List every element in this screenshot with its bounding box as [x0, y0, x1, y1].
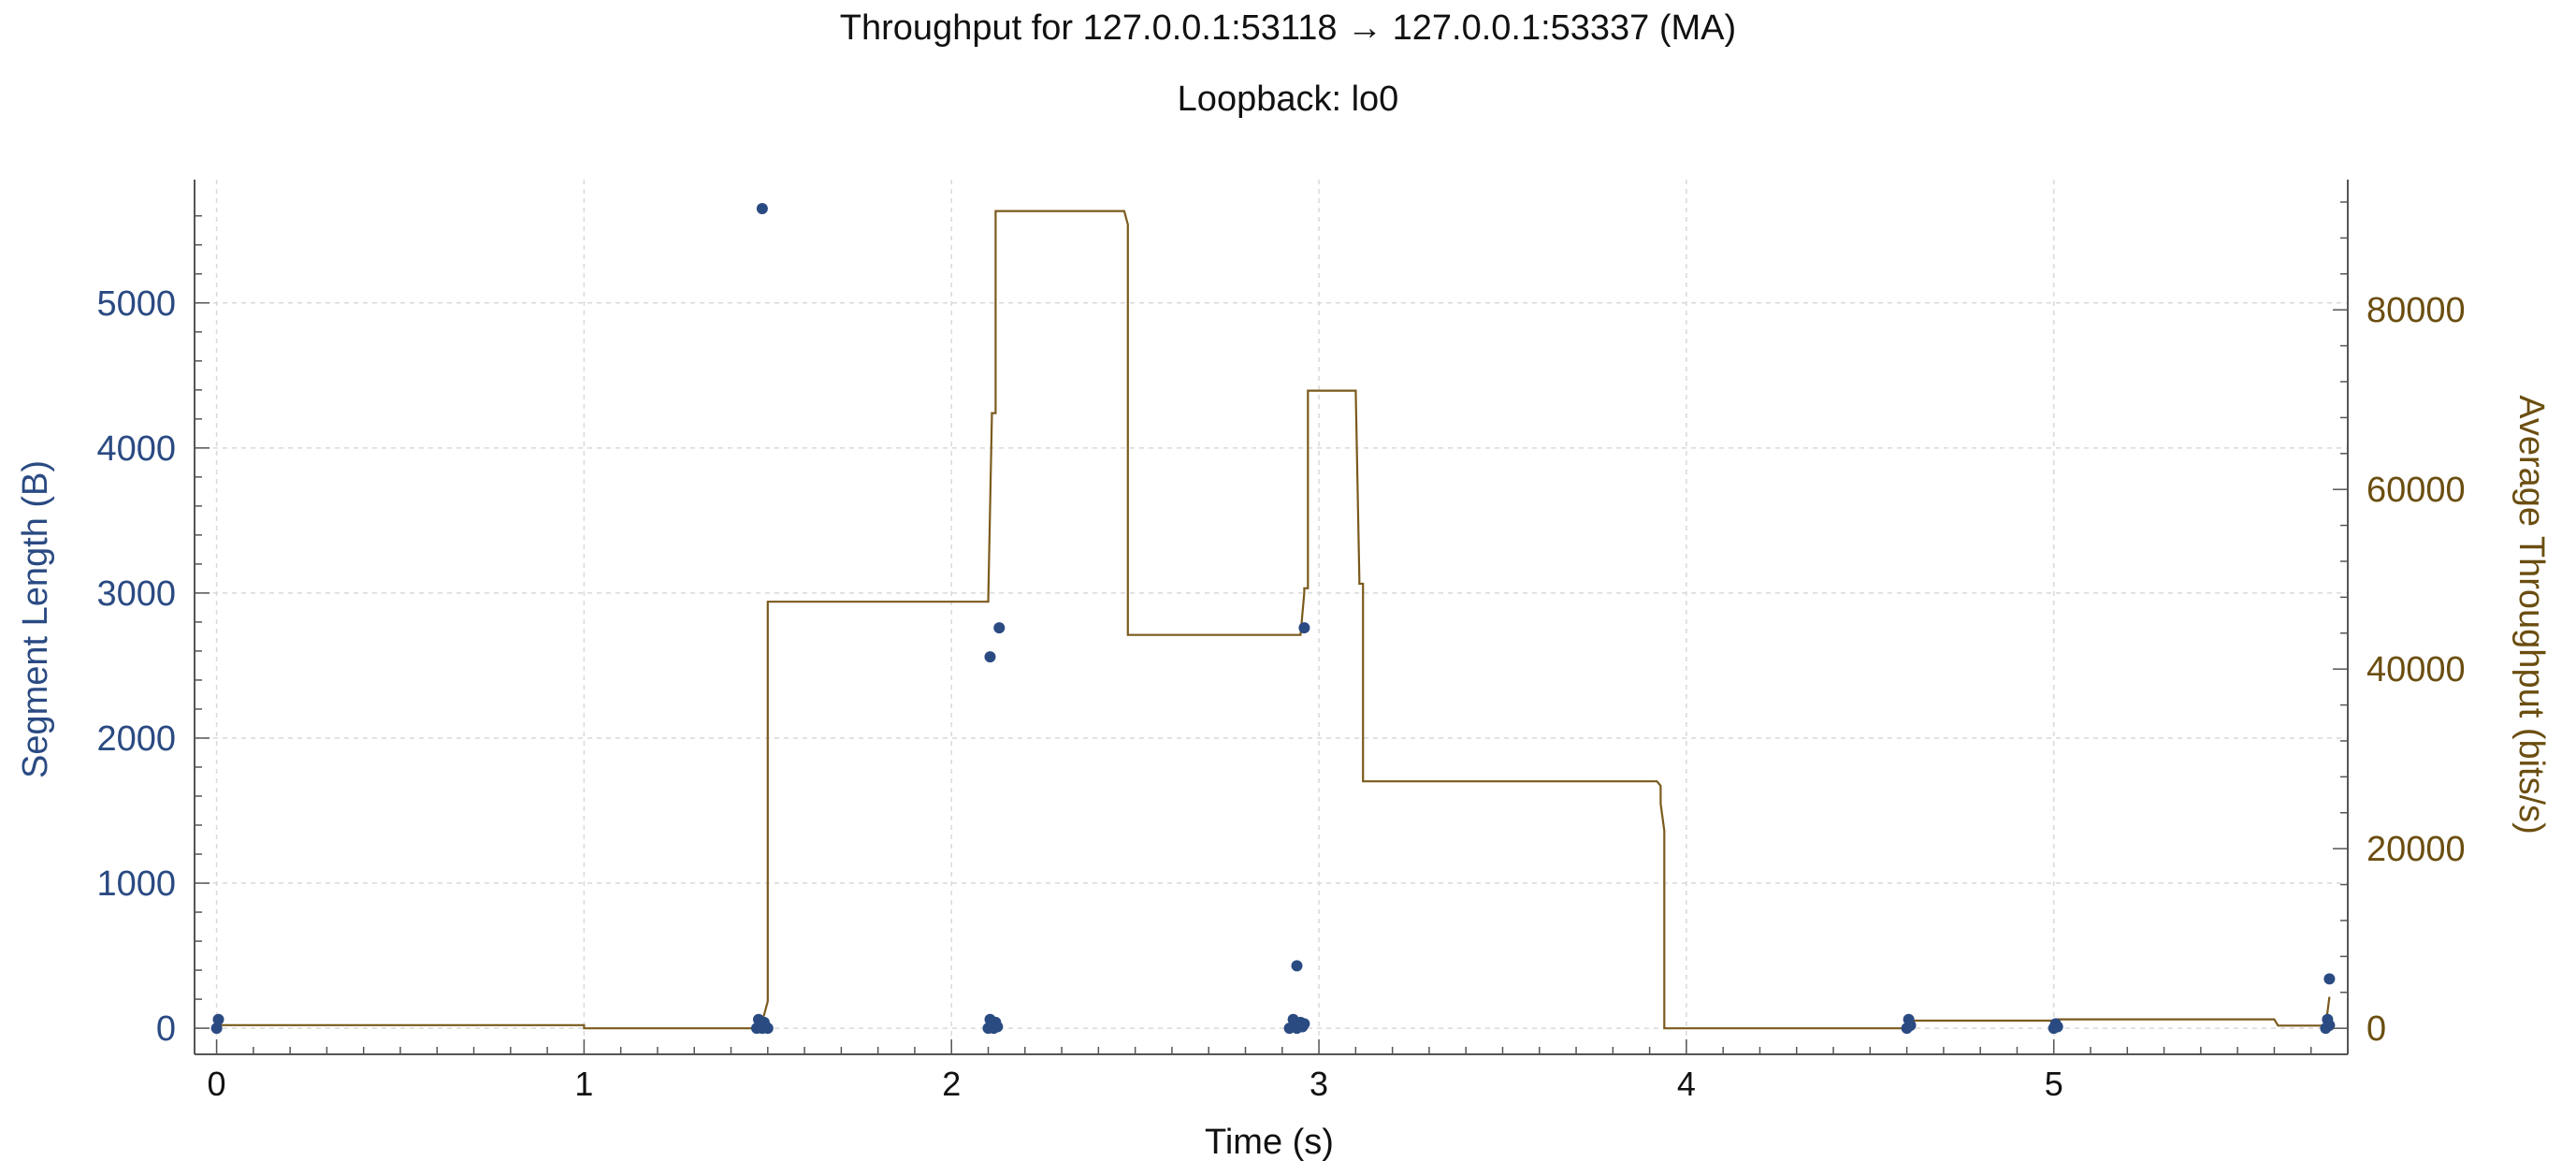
- segment-point: [761, 1023, 774, 1035]
- y-tick-label-0: 0: [156, 1009, 176, 1049]
- y-tick-label-5: 5000: [96, 284, 176, 324]
- y-tick-label-1: 1000: [96, 864, 176, 904]
- segment-point: [1298, 1018, 1310, 1030]
- y-tick-label-4: 4000: [96, 429, 176, 469]
- y2-tick-label-2: 40000: [2366, 650, 2466, 689]
- x-tick-label-2: 2: [942, 1065, 961, 1103]
- grid: [195, 180, 2348, 1054]
- segment-point: [1291, 960, 1303, 972]
- y2-axis-label: Average Throughput (bits/s): [2511, 395, 2551, 834]
- segment-points: [210, 203, 2336, 1035]
- segment-point: [1298, 622, 1310, 634]
- segment-point: [984, 651, 996, 663]
- y-axis-label: Segment Length (B): [16, 460, 55, 778]
- x-tick-label-3: 3: [1310, 1065, 1328, 1103]
- y2-tick-label-3: 60000: [2366, 471, 2466, 510]
- y2-tick-label-1: 20000: [2366, 830, 2466, 869]
- axes: [194, 180, 2349, 1055]
- y-tick-label-2: 2000: [96, 719, 176, 759]
- segment-point: [2051, 1021, 2063, 1033]
- segment-point: [1904, 1020, 1917, 1031]
- x-tick-label-4: 4: [1677, 1065, 1696, 1103]
- y2-tick-label-4: 80000: [2366, 291, 2466, 330]
- y-tick-label-3: 3000: [96, 574, 176, 614]
- segment-point: [756, 203, 768, 214]
- y2-tick-label-0: 0: [2366, 1009, 2386, 1049]
- chart-subtitle: Loopback: lo0: [1178, 80, 1399, 119]
- segment-point: [993, 622, 1006, 634]
- segment-point: [2323, 1020, 2336, 1031]
- segment-point: [991, 1021, 1004, 1033]
- segment-point: [2323, 973, 2336, 985]
- x-axis-label: Time (s): [1205, 1123, 1334, 1162]
- segment-point: [210, 1023, 223, 1035]
- x-tick-label-5: 5: [2045, 1065, 2063, 1103]
- x-tick-label-0: 0: [208, 1065, 226, 1103]
- segment-point: [212, 1013, 224, 1025]
- chart-title: Throughput for 127.0.0.1:53118 → 127.0.0…: [840, 8, 1736, 48]
- x-tick-label-1: 1: [574, 1065, 593, 1103]
- tick-labels: 0 1 2 3 4 5 0 1000 2000 3000 4000 5000 0 20000 40000 60…: [96, 284, 2465, 1103]
